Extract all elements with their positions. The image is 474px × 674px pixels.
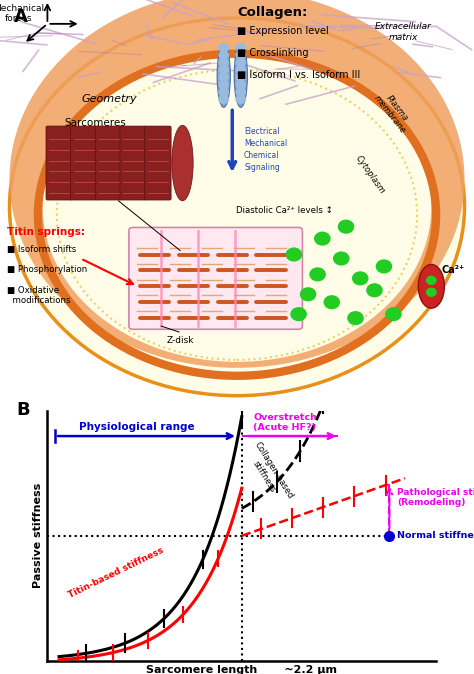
Circle shape	[219, 88, 228, 96]
Ellipse shape	[172, 125, 193, 201]
Text: Plasma
membrane: Plasma membrane	[372, 88, 415, 135]
Circle shape	[219, 51, 228, 59]
Text: Extracellular
matrix: Extracellular matrix	[374, 22, 431, 42]
Circle shape	[236, 66, 246, 74]
Circle shape	[219, 44, 228, 52]
FancyBboxPatch shape	[145, 126, 171, 200]
Circle shape	[219, 96, 228, 103]
Circle shape	[291, 308, 306, 321]
FancyBboxPatch shape	[129, 227, 302, 330]
FancyBboxPatch shape	[71, 126, 97, 200]
Ellipse shape	[217, 44, 230, 107]
Text: Geometry: Geometry	[81, 94, 137, 104]
Text: Z-disk: Z-disk	[166, 336, 194, 345]
Text: Titin-based stiffness: Titin-based stiffness	[67, 546, 165, 601]
Circle shape	[427, 288, 436, 297]
Circle shape	[236, 44, 246, 52]
Text: Cytoplasm: Cytoplasm	[353, 154, 386, 196]
Circle shape	[338, 220, 354, 233]
Text: B: B	[16, 401, 30, 419]
Circle shape	[367, 284, 382, 297]
Circle shape	[348, 312, 363, 324]
Circle shape	[301, 288, 316, 301]
Text: Pathological stiffness
(Remodeling): Pathological stiffness (Remodeling)	[397, 487, 474, 507]
Text: Normal stiffness: Normal stiffness	[397, 531, 474, 541]
Ellipse shape	[234, 44, 247, 107]
Text: Physiological range: Physiological range	[79, 423, 195, 432]
Text: Mechanical
forces: Mechanical forces	[0, 4, 45, 24]
Ellipse shape	[9, 18, 465, 396]
Text: Collagen-based
stiffness: Collagen-based stiffness	[244, 441, 294, 506]
Circle shape	[236, 81, 246, 88]
Circle shape	[219, 73, 228, 82]
Text: Ca²⁺: Ca²⁺	[441, 266, 465, 276]
Circle shape	[353, 272, 368, 284]
Circle shape	[324, 296, 339, 309]
Circle shape	[236, 51, 246, 59]
Text: Sarcomeres: Sarcomeres	[64, 118, 126, 128]
Ellipse shape	[43, 52, 431, 362]
Circle shape	[315, 233, 330, 245]
Circle shape	[427, 276, 436, 284]
Text: ■ Phosphorylation: ■ Phosphorylation	[7, 266, 87, 274]
Circle shape	[310, 268, 325, 281]
Text: Overstretch
(Acute HF?): Overstretch (Acute HF?)	[254, 412, 317, 432]
Circle shape	[236, 96, 246, 103]
Text: ■ Isoform shifts: ■ Isoform shifts	[7, 245, 76, 253]
Circle shape	[219, 81, 228, 88]
Text: ■ Expression level: ■ Expression level	[237, 26, 329, 36]
Y-axis label: Passive stiffness: Passive stiffness	[33, 483, 43, 588]
X-axis label: Sarcomere length       ~2.2 μm: Sarcomere length ~2.2 μm	[146, 665, 337, 674]
Circle shape	[286, 248, 301, 261]
Text: ■ Isoform I vs. Isoform III: ■ Isoform I vs. Isoform III	[237, 69, 360, 80]
FancyBboxPatch shape	[120, 126, 146, 200]
FancyBboxPatch shape	[46, 126, 73, 200]
Text: Collagen:: Collagen:	[237, 6, 307, 19]
Circle shape	[376, 260, 392, 273]
Text: ■ Oxidative
  modifications: ■ Oxidative modifications	[7, 286, 71, 305]
Circle shape	[334, 252, 349, 265]
Circle shape	[386, 308, 401, 321]
Text: A: A	[14, 8, 28, 26]
Text: Titin springs:: Titin springs:	[7, 226, 85, 237]
Circle shape	[236, 59, 246, 67]
Circle shape	[236, 88, 246, 96]
Ellipse shape	[59, 71, 415, 358]
Circle shape	[219, 59, 228, 67]
FancyBboxPatch shape	[95, 126, 122, 200]
Ellipse shape	[9, 0, 465, 368]
Ellipse shape	[418, 264, 445, 308]
Text: Diastolic Ca²⁺ levels ↕: Diastolic Ca²⁺ levels ↕	[236, 206, 333, 215]
Text: ■ Crosslinking: ■ Crosslinking	[237, 48, 309, 58]
Circle shape	[236, 73, 246, 82]
Text: Electrical
Mechanical
Chemical
Signaling: Electrical Mechanical Chemical Signaling	[244, 127, 287, 172]
Circle shape	[219, 66, 228, 74]
